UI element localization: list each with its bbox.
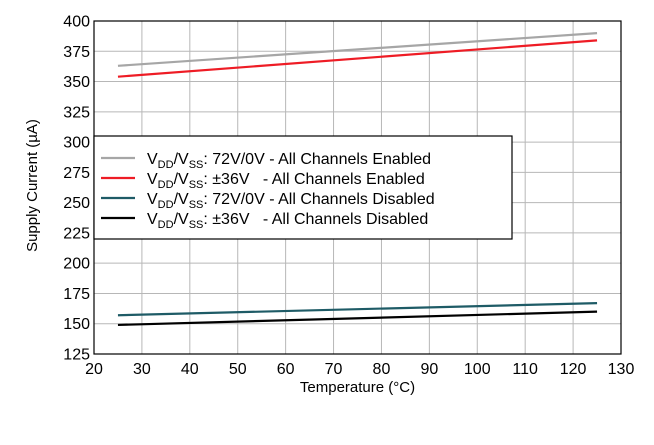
y-tick-label: 400: [63, 14, 90, 31]
y-tick-label: 200: [63, 256, 90, 273]
y-tick-label: 275: [63, 165, 90, 182]
x-tick-label: 20: [85, 361, 103, 378]
x-tick-label: 80: [373, 361, 391, 378]
series-line-4: [117, 310, 598, 327]
y-tick-label: 300: [63, 135, 90, 152]
y-tick-label: 225: [63, 225, 90, 242]
x-axis-title: Temperature (°C): [300, 379, 415, 396]
series-line-2: [117, 39, 598, 78]
legend: VDD/VSS: 72V/0V - All Channels EnabledVD…: [93, 135, 513, 240]
legend-entry: VDD/VSS: 72V/0V - All Channels Disabled: [147, 191, 435, 211]
x-tick-label: 60: [277, 361, 295, 378]
y-tick-label: 150: [63, 316, 90, 333]
x-tick-label: 130: [608, 361, 635, 378]
y-axis-title: Supply Current (µA): [24, 119, 41, 252]
y-tick-label: 250: [63, 195, 90, 212]
series-lines: [117, 32, 598, 327]
x-tick-label: 100: [464, 361, 491, 378]
y-tick-label: 175: [63, 286, 90, 303]
legend-entry: VDD/VSS: 72V/0V - All Channels Enabled: [147, 151, 431, 171]
axis-ticks: 20 30 40 50 60 70 80 90 100 110 120 130 125 150 175 200…: [63, 14, 634, 379]
y-tick-label: 125: [63, 347, 90, 364]
y-tick-label: 325: [63, 104, 90, 121]
legend-entry: VDD/VSS: ±36V - All Channels Enabled: [147, 171, 425, 191]
x-tick-label: 70: [325, 361, 343, 378]
x-tick-label: 30: [133, 361, 151, 378]
series-line-1: [117, 32, 598, 67]
x-tick-label: 90: [420, 361, 438, 378]
x-tick-label: 120: [560, 361, 587, 378]
series-line-3: [117, 302, 598, 317]
legend-entry: VDD/VSS: ±36V - All Channels Disabled: [147, 211, 428, 231]
x-tick-label: 110: [512, 361, 538, 378]
x-tick-label: 40: [181, 361, 199, 378]
x-tick-label: 50: [229, 361, 247, 378]
legend-box: [93, 135, 513, 240]
y-tick-label: 350: [63, 74, 90, 91]
y-tick-label: 375: [63, 44, 90, 61]
